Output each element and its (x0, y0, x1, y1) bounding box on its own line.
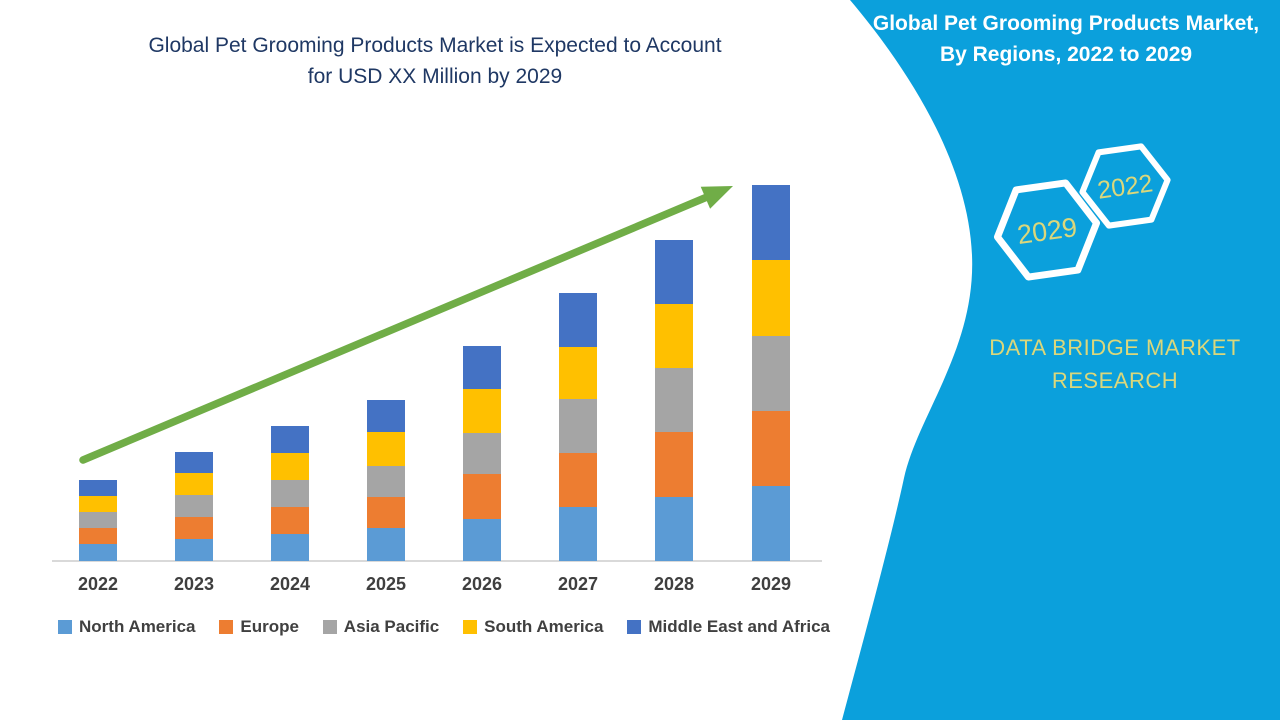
chart-title-line1: Global Pet Grooming Products Market is E… (148, 34, 722, 57)
x-axis-line (52, 560, 822, 562)
segment-south-america (175, 473, 213, 495)
segment-europe (463, 474, 501, 519)
legend-label: Europe (240, 617, 299, 636)
segment-europe (655, 432, 693, 497)
segment-south-america (752, 260, 790, 336)
segment-middle-east-and-africa (752, 185, 790, 260)
hexagon-2022: 2022 (1079, 143, 1171, 229)
legend-label: Middle East and Africa (648, 617, 830, 636)
segment-south-america (367, 432, 405, 466)
segment-europe (367, 497, 405, 528)
segment-middle-east-and-africa (559, 293, 597, 347)
legend-item-north-america: North America (58, 617, 196, 637)
legend-swatch-icon (322, 620, 337, 634)
segment-south-america (79, 496, 117, 512)
bar-2028 (655, 240, 693, 561)
segment-middle-east-and-africa (271, 426, 309, 453)
segment-south-america (559, 347, 597, 399)
bar-2026 (463, 346, 501, 561)
segment-north-america (559, 507, 597, 561)
segment-north-america (655, 497, 693, 561)
segment-south-america (655, 304, 693, 368)
bar-2024 (271, 426, 309, 561)
segment-asia-pacific (271, 480, 309, 507)
segment-north-america (271, 534, 309, 561)
hexagon-2022-label: 2022 (1096, 169, 1155, 204)
legend-label: South America (484, 617, 604, 636)
segment-south-america (271, 453, 309, 480)
segment-north-america (175, 539, 213, 561)
hexagon-2029-outline (993, 179, 1101, 281)
segment-north-america (463, 519, 501, 561)
hexagon-2029: 2029 (993, 179, 1101, 281)
legend-label: Asia Pacific (343, 617, 440, 636)
legend-item-middle-east-and-africa: Middle East and Africa (627, 617, 830, 637)
brand-name-line1: DATA BRIDGE MARKET (989, 335, 1241, 360)
segment-middle-east-and-africa (367, 400, 405, 432)
chart-title: Global Pet Grooming Products Market is E… (60, 30, 810, 92)
segment-south-america (463, 389, 501, 433)
legend-swatch-icon (463, 620, 478, 634)
segment-europe (752, 411, 790, 486)
segment-asia-pacific (79, 512, 117, 528)
legend-swatch-icon (219, 620, 234, 634)
segment-europe (271, 507, 309, 534)
segment-middle-east-and-africa (175, 452, 213, 473)
segment-middle-east-and-africa (655, 240, 693, 304)
bar-2023 (175, 452, 213, 561)
segment-asia-pacific (367, 466, 405, 497)
bar-2025 (367, 400, 405, 561)
x-axis-label-2027: 2027 (557, 574, 599, 594)
bar-2029 (752, 185, 790, 561)
segment-europe (79, 528, 117, 544)
hexagon-2029-label: 2029 (1015, 212, 1079, 250)
segment-asia-pacific (559, 399, 597, 453)
segment-asia-pacific (463, 433, 501, 474)
segment-europe (175, 517, 213, 539)
bar-2022 (79, 480, 117, 561)
chart-title-line2: for USD XX Million by 2029 (307, 65, 563, 88)
segment-north-america (752, 486, 790, 561)
x-axis-label-2029: 2029 (750, 574, 792, 594)
segment-middle-east-and-africa (79, 480, 117, 496)
legend-item-asia-pacific: Asia Pacific (322, 617, 440, 637)
brand-name: DATA BRIDGE MARKET RESEARCH (950, 331, 1280, 397)
bar-2027 (559, 293, 597, 561)
legend-item-south-america: South America (463, 617, 603, 637)
x-axis-label-2023: 2023 (173, 574, 215, 594)
chart-legend: North America Europe Asia Pacific South Ame… (58, 617, 830, 637)
legend-label: North America (79, 617, 196, 636)
legend-swatch-icon (58, 620, 72, 634)
legend-swatch-icon (627, 620, 642, 634)
panel-title-line1: Global Pet Grooming Products Market, (872, 12, 1260, 35)
stacked-bar-plot: 2022 2023 2024 2025 2026 2027 2028 2029 (52, 185, 822, 594)
legend-item-europe: Europe (219, 617, 299, 637)
segment-europe (559, 453, 597, 507)
segment-asia-pacific (175, 495, 213, 517)
x-axis-label-2026: 2026 (461, 574, 503, 594)
segment-asia-pacific (752, 336, 790, 411)
panel-title-line2: By Regions, 2022 to 2029 (939, 43, 1193, 66)
x-axis-label-2028: 2028 (653, 574, 695, 594)
x-axis-label-2022: 2022 (77, 574, 119, 594)
segment-north-america (367, 528, 405, 561)
x-axis-label-2025: 2025 (365, 574, 407, 594)
brand-name-line2: RESEARCH (1051, 368, 1179, 393)
segment-middle-east-and-africa (463, 346, 501, 389)
hexagon-2022-outline (1079, 143, 1171, 229)
segment-asia-pacific (655, 368, 693, 432)
x-axis-label-2024: 2024 (269, 574, 311, 594)
panel-title: Global Pet Grooming Products Market, By … (852, 8, 1280, 70)
segment-north-america (79, 544, 117, 561)
